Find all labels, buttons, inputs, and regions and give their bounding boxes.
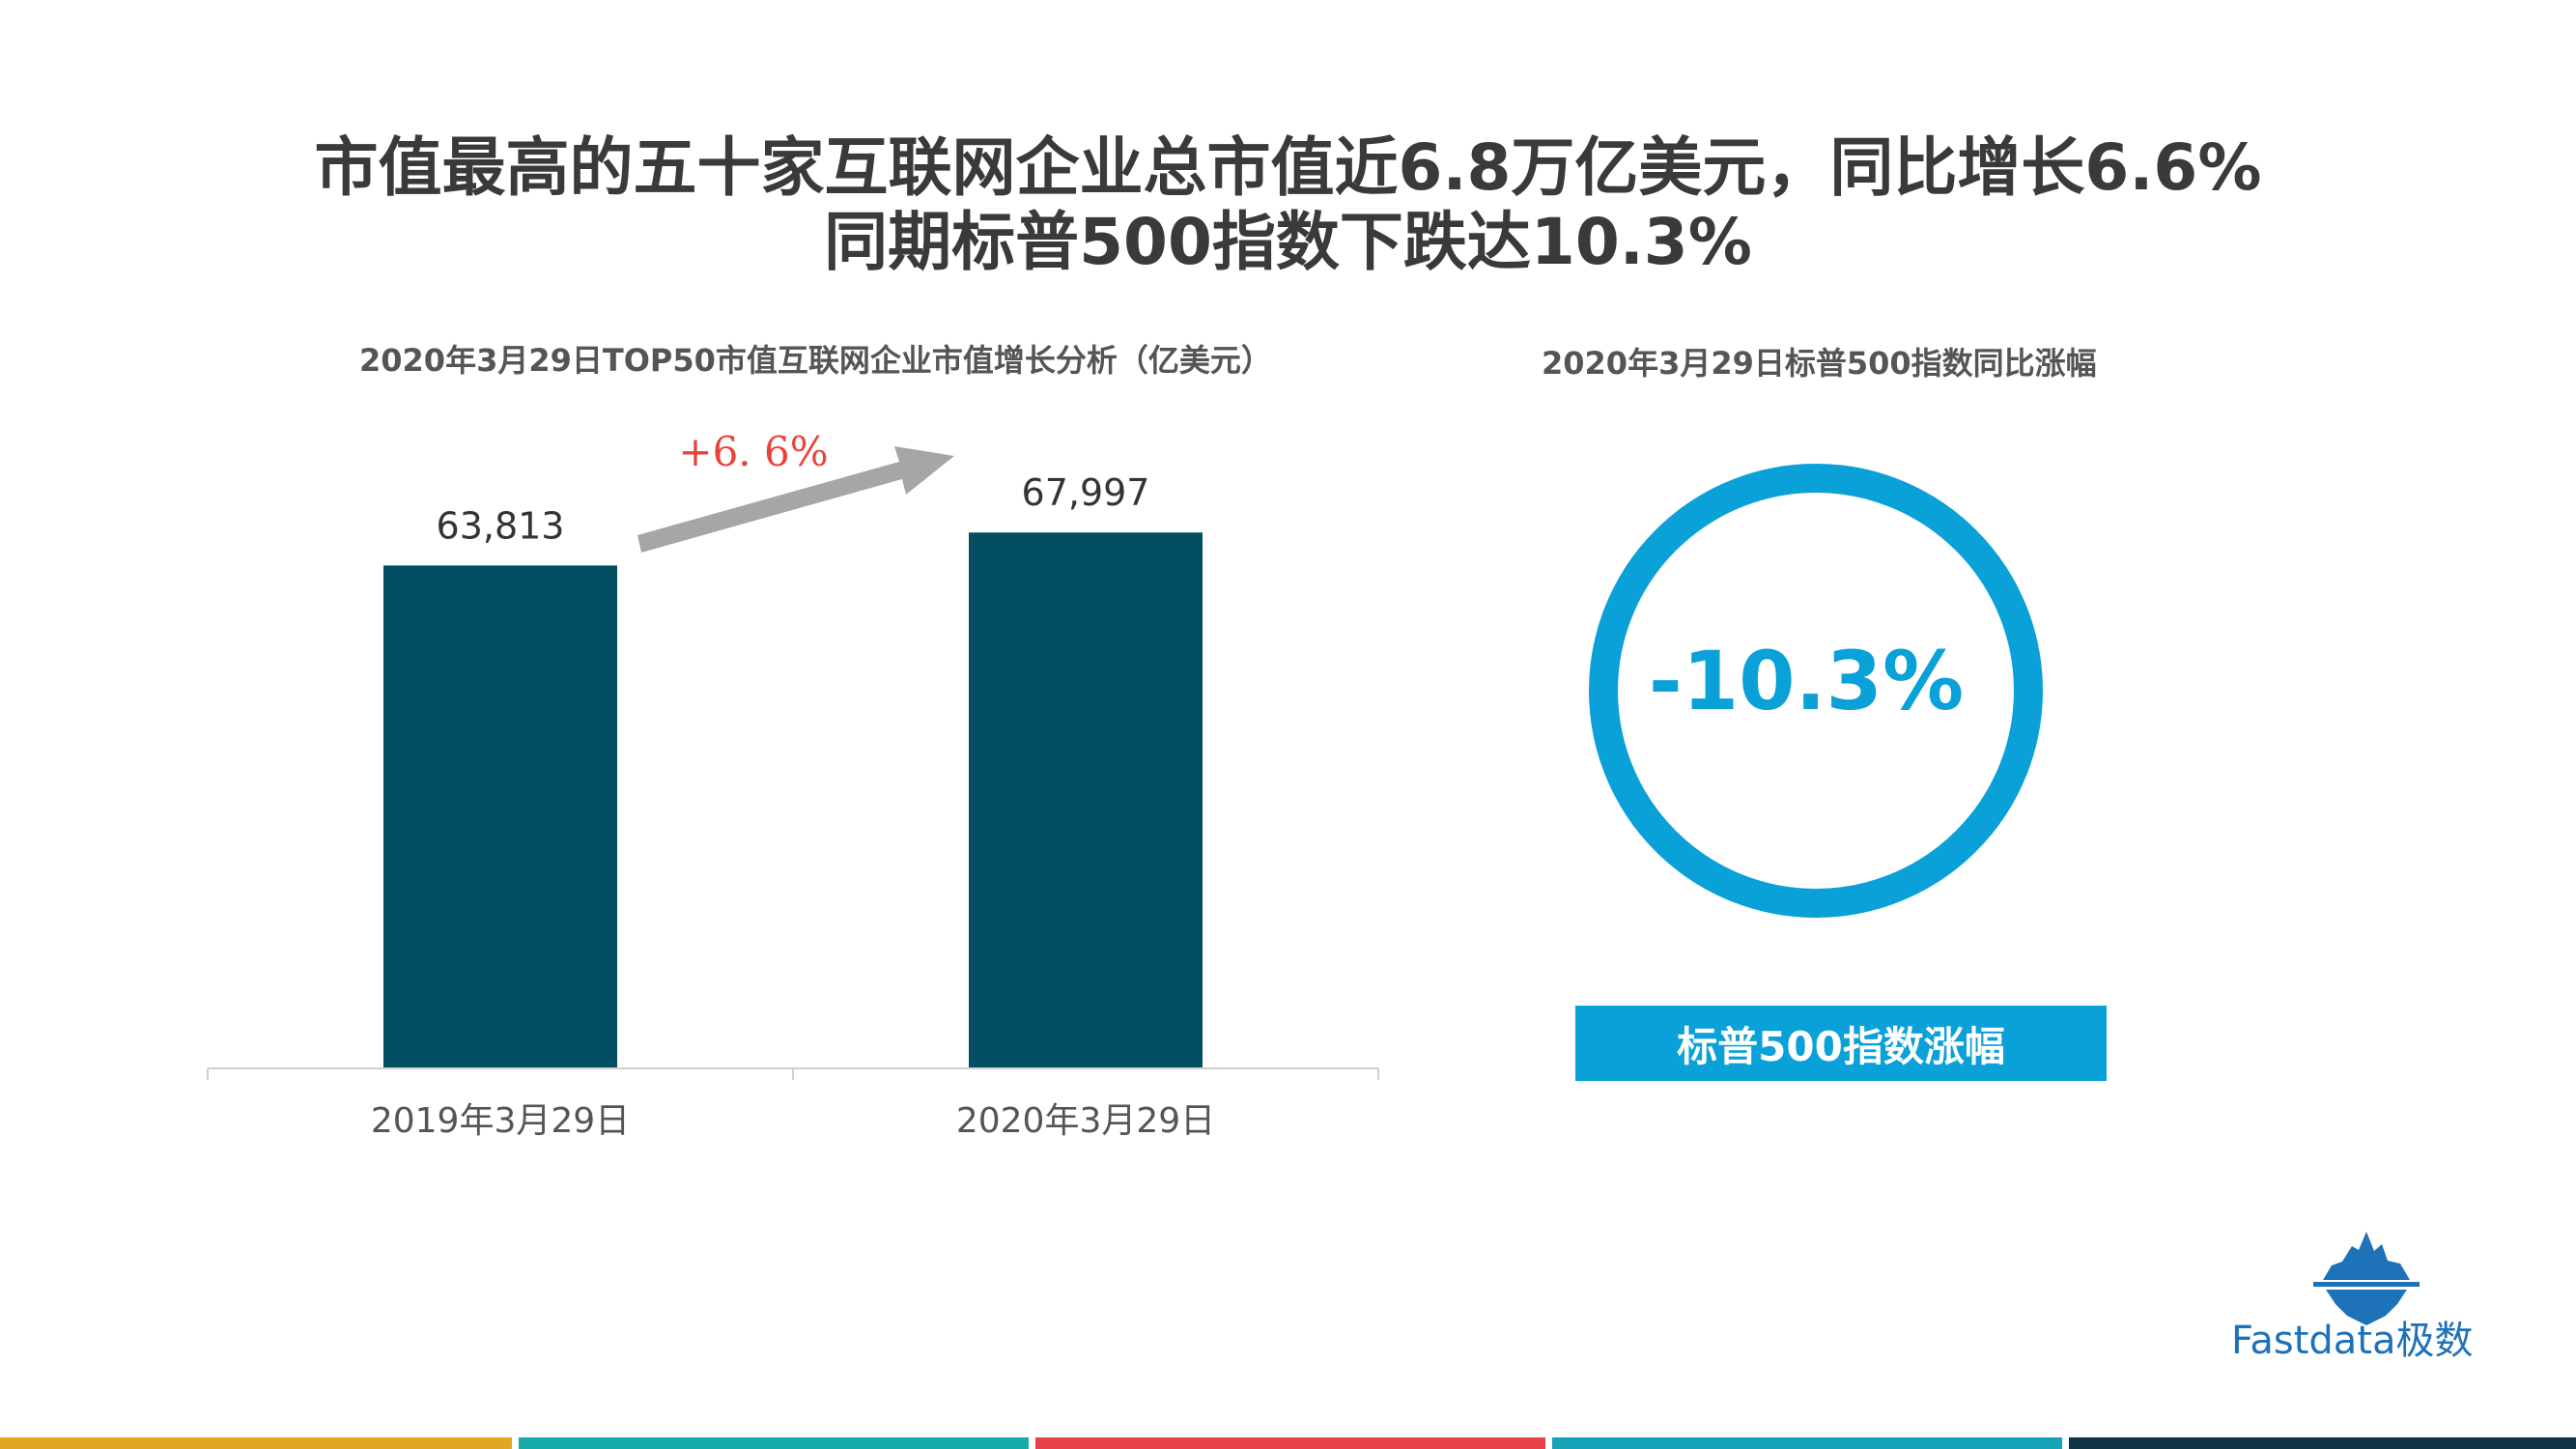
bar-value-label: 67,997 (1022, 471, 1150, 514)
footer-bar-1 (0, 1437, 512, 1449)
x-tick-label: 2019年3月29日 (371, 1101, 630, 1141)
ring-circle (1589, 464, 2043, 918)
brand-name: Fastdata极数 (2231, 1319, 2474, 1363)
brand-logo (2313, 1232, 2420, 1325)
bar-value-label: 63,813 (437, 504, 565, 547)
ring-legend-label: 标普500指数涨幅 (1575, 1006, 2107, 1081)
footer-bar-4 (1552, 1437, 2062, 1449)
growth-arrow (637, 446, 954, 553)
bar-chart: 63,813 2019年3月29日 67,997 2020年3月29日 +6. 6% (207, 428, 1379, 1141)
footer-bar-2 (519, 1437, 1029, 1449)
page-title-line2: 同期标普500指数下跌达10.3% (824, 205, 1752, 279)
x-tick-label: 2020年3月29日 (956, 1101, 1215, 1141)
footer-color-bars (0, 1437, 2576, 1449)
bar-chart-title: 2020年3月29日TOP50市值互联网企业市值增长分析（亿美元） (359, 342, 1272, 379)
footer-bar-3 (1035, 1437, 1545, 1449)
page-title-line1: 市值最高的五十家互联网企业总市值近6.8万亿美元，同比增长6.6% (314, 130, 2262, 205)
bar-2 (969, 532, 1203, 1068)
growth-arrow-shape (637, 446, 954, 553)
ring-chart (1589, 464, 2043, 918)
ring-chart-title: 2020年3月29日标普500指数同比涨幅 (1542, 345, 2097, 382)
bar-1 (383, 565, 617, 1068)
footer-bar-5 (2069, 1437, 2576, 1449)
iceberg-logo-icon (2313, 1232, 2420, 1325)
growth-annotation: +6. 6% (678, 428, 828, 475)
ring-value-label: -10.3% (1648, 634, 1965, 728)
